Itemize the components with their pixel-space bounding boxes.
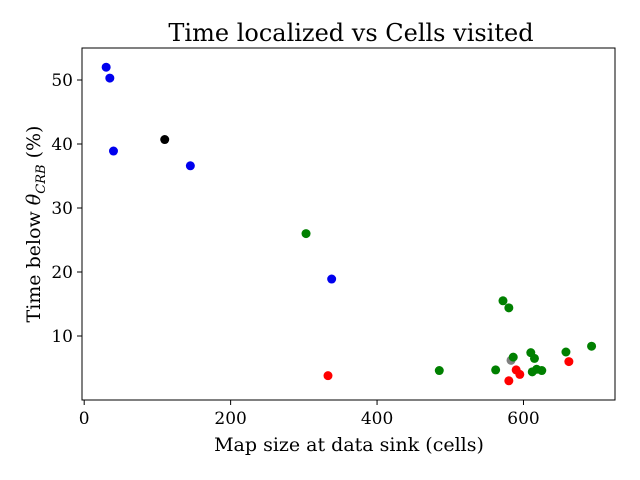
plot-frame xyxy=(81,47,616,401)
y-axis-label-symbol: θ xyxy=(23,193,45,205)
x-tick-label-2: 400 xyxy=(361,409,393,429)
data-point-0 xyxy=(101,62,111,72)
y-axis-label-suffix: (%) xyxy=(23,126,45,165)
data-point-16 xyxy=(515,369,525,379)
data-point-9 xyxy=(491,365,501,375)
y-axis-label-subscript: CRB xyxy=(34,164,49,193)
data-point-4 xyxy=(185,161,195,171)
data-point-8 xyxy=(434,366,444,376)
y-axis-label-prefix: Time below xyxy=(23,205,45,322)
y-tick-label-4: 50 xyxy=(51,71,73,91)
data-point-7 xyxy=(323,371,333,381)
chart-title: Time localized vs Cells visited xyxy=(168,19,533,47)
data-point-22 xyxy=(561,347,571,357)
y-tick-label-0: 10 xyxy=(51,327,73,347)
data-point-6 xyxy=(327,274,337,284)
x-tick-label-3: 600 xyxy=(507,409,539,429)
data-point-24 xyxy=(587,341,597,351)
x-tick-label-0: 0 xyxy=(79,409,90,429)
data-point-21 xyxy=(537,366,547,376)
y-tick-label-3: 40 xyxy=(51,135,73,155)
y-tick-label-2: 30 xyxy=(51,199,73,219)
data-point-14 xyxy=(508,352,518,362)
data-point-5 xyxy=(301,229,311,239)
data-point-23 xyxy=(564,357,574,367)
data-point-11 xyxy=(504,303,514,313)
data-point-1 xyxy=(105,73,115,83)
data-point-12 xyxy=(504,376,514,386)
x-axis: 0 200 400 600 xyxy=(79,400,540,429)
data-point-3 xyxy=(160,135,170,145)
x-axis-label: Map size at data sink (cells) xyxy=(214,434,484,456)
x-tick-label-1: 200 xyxy=(214,409,246,429)
y-axis: 10 20 30 40 50 xyxy=(51,71,82,347)
data-points xyxy=(101,62,597,386)
y-axis-label: Time below θCRB (%) xyxy=(23,126,49,323)
data-point-2 xyxy=(108,146,118,156)
y-tick-label-1: 20 xyxy=(51,263,73,283)
data-point-10 xyxy=(498,296,508,306)
data-point-19 xyxy=(529,353,539,363)
